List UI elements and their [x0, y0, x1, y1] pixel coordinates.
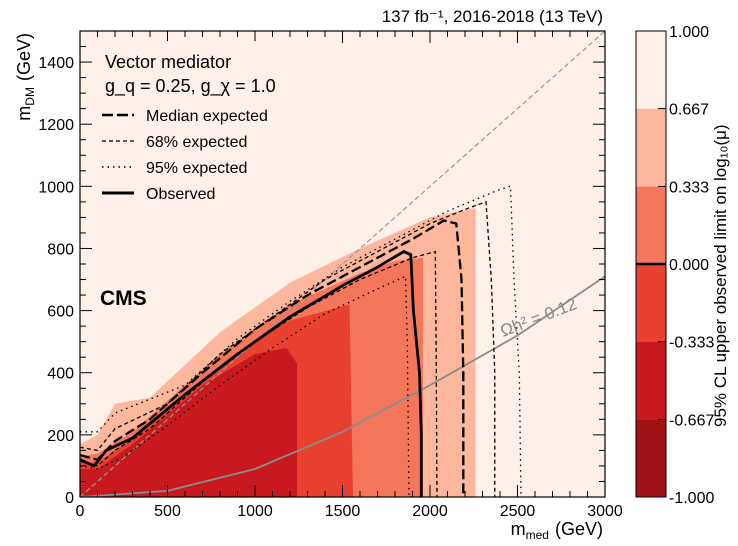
y-axis-title-main: m	[14, 106, 34, 121]
y-tick-label: 400	[47, 366, 74, 383]
contour-expected-95-down	[80, 275, 410, 497]
y-tick-label: 600	[47, 304, 74, 321]
colorbar-tick-label: -0.667	[669, 412, 714, 429]
y-axis-title-sub: DM	[23, 87, 37, 106]
x-tick-label: 1000	[237, 503, 273, 520]
legend-label: Observed	[146, 186, 215, 203]
contour-expected-68-down	[80, 250, 438, 497]
legend-box	[92, 41, 288, 212]
colorbar-tick-label: 0.000	[669, 257, 709, 274]
y-tick-label: 1200	[38, 117, 74, 134]
legend: Vector mediator g_q = 0.25, g_χ = 1.0 Me…	[92, 41, 288, 212]
y-tick-label: 800	[47, 241, 74, 258]
x-axis-title-unit: (GeV)	[555, 519, 603, 539]
colorbar: -1.000 -0.667 -0.333 0.000 0.333 0.667 1.000	[635, 24, 714, 507]
limit-region-4	[80, 347, 297, 497]
x-axis-title-sub: med	[526, 528, 549, 542]
experiment-label: CMS	[100, 287, 147, 310]
y-tick-label: 1400	[38, 55, 74, 72]
contour-diagonal	[80, 31, 605, 497]
colorbar-tick-label: 0.333	[669, 179, 709, 196]
x-tick-label: 1500	[325, 503, 361, 520]
colorbar-tick-label: -1.000	[669, 490, 714, 507]
x-axis-title: mmed (GeV)	[511, 519, 603, 542]
legend-label: Median expected	[146, 108, 268, 125]
x-tick-label: 500	[154, 503, 181, 520]
colorbar-tick-label: 1.000	[669, 24, 709, 41]
x-tick-label: 3000	[587, 503, 623, 520]
colorbar-band-0	[636, 419, 666, 497]
legend-title: Vector mediator	[105, 52, 231, 72]
contour-observed	[80, 250, 423, 497]
colorbar-title: 95% CL upper observed limit on log₁₀(μ)	[711, 124, 730, 427]
y-tick-label: 1000	[38, 179, 74, 196]
y-axis-title: mDM (GeV)	[14, 33, 37, 121]
y-tick-label: 0	[65, 490, 74, 507]
legend-label: 95% expected	[146, 160, 247, 177]
contour-expected-median	[80, 219, 465, 497]
contour-expected-95-up	[80, 185, 522, 497]
colorbar-tick-label: -0.333	[669, 335, 714, 352]
y-tick-label: 200	[47, 428, 74, 445]
colorbar-band-4	[636, 108, 666, 187]
colorbar-band-1	[636, 341, 666, 420]
legend-couplings: g_q = 0.25, g_χ = 1.0	[105, 76, 276, 97]
lumi-header: 137 fb⁻¹, 2016-2018 (13 TeV)	[382, 7, 603, 26]
y-axis-title-unit: (GeV)	[14, 33, 34, 81]
colorbar-band-2	[636, 264, 666, 342]
colorbar-band-3	[636, 186, 666, 264]
x-axis-title-main: m	[511, 519, 526, 539]
x-tick-label: 2500	[500, 503, 536, 520]
x-tick-label: 0	[76, 503, 85, 520]
colorbar-tick-label: 0.667	[669, 102, 709, 119]
contour-expected-68-up	[80, 201, 496, 497]
colorbar-band-5	[636, 31, 666, 109]
legend-label: 68% expected	[146, 134, 247, 151]
x-tick-label: 2000	[412, 503, 448, 520]
